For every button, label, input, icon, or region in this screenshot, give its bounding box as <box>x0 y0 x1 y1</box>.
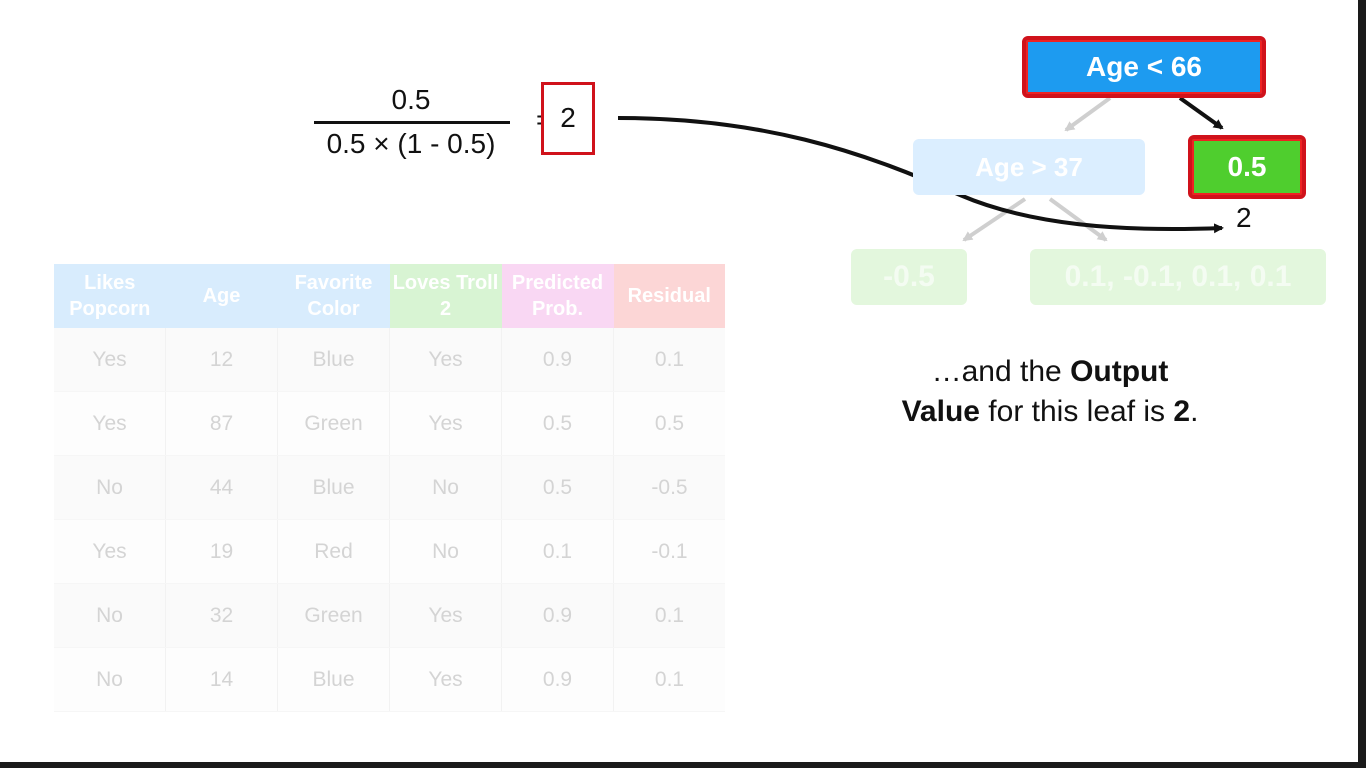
cell: 12 <box>165 328 278 392</box>
cell: 19 <box>165 519 278 584</box>
table-row: Yes 12 Blue Yes 0.9 0.1 <box>54 328 725 392</box>
cell: -0.5 <box>613 455 725 520</box>
table-row: No 32 Green Yes 0.9 0.1 <box>54 583 725 648</box>
cell: Yes <box>54 519 166 584</box>
table-header-row: Likes Popcorn Age Favorite Color Loves T… <box>54 264 725 328</box>
cell: No <box>54 647 166 712</box>
table-row: No 14 Blue Yes 0.9 0.1 <box>54 647 725 712</box>
cell: 32 <box>165 583 278 648</box>
caption-bold-output: Output <box>1070 355 1169 388</box>
branch-age37-right <box>1048 197 1108 242</box>
frame-bottom-edge <box>0 762 1366 768</box>
result-highlight-box: 2 <box>541 82 595 155</box>
branch-root-left <box>1064 96 1112 132</box>
cell: Green <box>277 583 390 648</box>
header-favorite-color: Favorite Color <box>277 264 390 328</box>
branch-age37-left <box>962 197 1027 242</box>
cell: Blue <box>277 647 390 712</box>
table-row: Yes 87 Green Yes 0.5 0.5 <box>54 391 725 456</box>
cell: Blue <box>277 455 390 520</box>
cell: 0.9 <box>501 583 614 648</box>
cell: No <box>389 519 502 584</box>
cell: Yes <box>54 391 166 456</box>
cell: -0.1 <box>613 519 725 584</box>
cell: No <box>54 455 166 520</box>
cell: Yes <box>389 647 502 712</box>
cell: 0.5 <box>501 455 614 520</box>
header-likes-popcorn: Likes Popcorn <box>54 264 166 328</box>
cell: 0.1 <box>613 583 725 648</box>
training-data-table: Likes Popcorn Age Favorite Color Loves T… <box>54 264 725 712</box>
formula-numerator: 0.5 <box>391 84 431 115</box>
caption-bold-number: 2 <box>1173 395 1191 428</box>
leaf-residuals-a: -0.5 <box>851 249 967 305</box>
cell: 0.5 <box>613 391 725 456</box>
cell: 0.9 <box>501 647 614 712</box>
cell: 0.5 <box>501 391 614 456</box>
cell: Yes <box>389 328 502 392</box>
root-node-age-lt-66: Age < 66 <box>1022 36 1266 98</box>
cell: Yes <box>54 328 166 392</box>
cell: No <box>389 455 502 520</box>
caption-prefix: …and the <box>931 355 1071 388</box>
table-row: No 44 Blue No 0.5 -0.5 <box>54 455 725 520</box>
node-age-gt-37: Age > 37 <box>913 139 1145 195</box>
cell: Yes <box>389 583 502 648</box>
leaf-output-value: 2 <box>1236 202 1252 233</box>
output-value-formula: 0.5 0.5 × (1 - 0.5) = 2 <box>310 82 610 162</box>
fraction-bar <box>314 121 510 124</box>
leaf-residuals-b: 0.1, -0.1, 0.1, 0.1 <box>1030 249 1326 305</box>
cell: 0.1 <box>613 328 725 392</box>
cell: Green <box>277 391 390 456</box>
cell: Yes <box>389 391 502 456</box>
cell: 14 <box>165 647 278 712</box>
header-loves-troll-2: Loves Troll 2 <box>389 264 502 328</box>
formula-denominator: 0.5 × (1 - 0.5) <box>326 128 496 159</box>
caption-suffix: . <box>1190 395 1199 428</box>
header-predicted-prob: Predicted Prob. <box>501 264 614 328</box>
caption-text: …and the Output Value for this leaf is 2… <box>860 352 1240 432</box>
cell: 0.1 <box>501 519 614 584</box>
caption-bold-value: Value <box>901 395 980 428</box>
leaf-right-residual: 0.5 <box>1188 135 1306 199</box>
caption-middle: for this leaf is <box>979 395 1174 428</box>
cell: Red <box>277 519 390 584</box>
cell: 87 <box>165 391 278 456</box>
cell: Blue <box>277 328 390 392</box>
table-row: Yes 19 Red No 0.1 -0.1 <box>54 519 725 584</box>
cell: No <box>54 583 166 648</box>
cell: 0.1 <box>613 647 725 712</box>
frame-right-edge <box>1358 0 1366 768</box>
branch-root-right <box>1178 96 1224 130</box>
cell: 44 <box>165 455 278 520</box>
cell: 0.9 <box>501 328 614 392</box>
formula-result: 2 <box>560 102 576 133</box>
header-age: Age <box>165 264 278 328</box>
header-residual: Residual <box>613 264 725 328</box>
